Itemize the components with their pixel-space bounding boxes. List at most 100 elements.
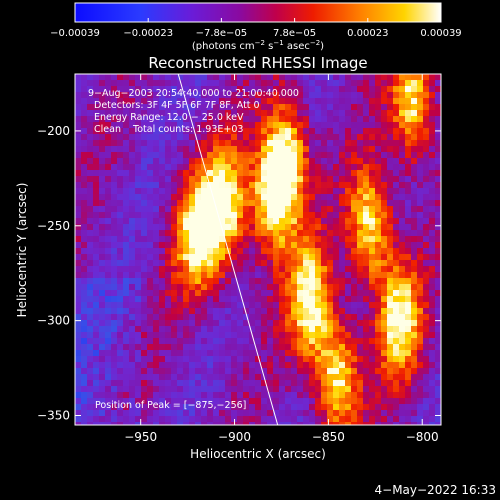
- heatmap-cell: [369, 422, 375, 425]
- heatmap-cell: [231, 386, 237, 392]
- heatmap-cell: [87, 398, 93, 404]
- heatmap-cell: [375, 404, 381, 410]
- heatmap-cell: [387, 374, 393, 380]
- heatmap-cell: [183, 80, 189, 86]
- heatmap-cell: [141, 86, 147, 92]
- heatmap-cell: [231, 242, 237, 248]
- heatmap-cell: [225, 392, 231, 398]
- heatmap-cell: [423, 398, 429, 404]
- heatmap-cell: [321, 374, 327, 380]
- heatmap-cell: [333, 182, 339, 188]
- heatmap-cell: [393, 170, 399, 176]
- heatmap-cell: [135, 194, 141, 200]
- heatmap-cell: [225, 74, 231, 80]
- heatmap-cell: [207, 356, 213, 362]
- heatmap-cell: [309, 296, 315, 302]
- heatmap-cell: [357, 80, 363, 86]
- heatmap-cell: [321, 86, 327, 92]
- heatmap-cell: [375, 212, 381, 218]
- heatmap-cell: [237, 146, 243, 152]
- heatmap-cell: [279, 296, 285, 302]
- heatmap-cell: [381, 308, 387, 314]
- heatmap-cell: [177, 356, 183, 362]
- heatmap-cell: [129, 134, 135, 140]
- heatmap-cell: [381, 152, 387, 158]
- heatmap-cell: [273, 86, 279, 92]
- heatmap-cell: [201, 110, 207, 116]
- heatmap-cell: [309, 290, 315, 296]
- heatmap-cell: [147, 344, 153, 350]
- heatmap-cell: [345, 152, 351, 158]
- heatmap-cell: [195, 344, 201, 350]
- heatmap-cell: [195, 350, 201, 356]
- heatmap-cell: [273, 326, 279, 332]
- heatmap-cell: [129, 140, 135, 146]
- heatmap-cell: [387, 164, 393, 170]
- heatmap-cell: [339, 386, 345, 392]
- heatmap-cell: [123, 272, 129, 278]
- heatmap-cell: [375, 86, 381, 92]
- heatmap-cell: [345, 188, 351, 194]
- x-tick-label: −850: [312, 430, 345, 444]
- heatmap-cell: [117, 128, 123, 134]
- heatmap-cell: [423, 206, 429, 212]
- heatmap-cell: [363, 410, 369, 416]
- heatmap-cell: [375, 332, 381, 338]
- heatmap-cell: [177, 260, 183, 266]
- heatmap-cell: [117, 266, 123, 272]
- heatmap-cell: [381, 158, 387, 164]
- heatmap-cell: [327, 128, 333, 134]
- heatmap-cell: [105, 182, 111, 188]
- heatmap-cell: [363, 242, 369, 248]
- heatmap-cell: [405, 236, 411, 242]
- heatmap-cell: [297, 260, 303, 266]
- heatmap-cell: [243, 386, 249, 392]
- heatmap-cell: [213, 104, 219, 110]
- heatmap-cell: [177, 182, 183, 188]
- heatmap-cell: [141, 92, 147, 98]
- heatmap-cell: [87, 116, 93, 122]
- heatmap-cell: [153, 80, 159, 86]
- heatmap-cell: [93, 326, 99, 332]
- heatmap-cell: [375, 170, 381, 176]
- heatmap-cell: [93, 110, 99, 116]
- heatmap-cell: [105, 200, 111, 206]
- heatmap-cell: [327, 86, 333, 92]
- heatmap-cell: [399, 182, 405, 188]
- heatmap-cell: [189, 326, 195, 332]
- heatmap-cell: [363, 320, 369, 326]
- heatmap-cell: [93, 398, 99, 404]
- heatmap-cell: [183, 344, 189, 350]
- heatmap-cell: [333, 254, 339, 260]
- heatmap-cell: [123, 344, 129, 350]
- heatmap-cell: [381, 128, 387, 134]
- heatmap-cell: [351, 188, 357, 194]
- heatmap-cell: [213, 386, 219, 392]
- heatmap-cell: [297, 224, 303, 230]
- heatmap-cell: [435, 350, 441, 356]
- heatmap-cell: [303, 218, 309, 224]
- heatmap-cell: [225, 152, 231, 158]
- heatmap-cell: [393, 230, 399, 236]
- heatmap-cell: [195, 212, 201, 218]
- heatmap-cell: [303, 152, 309, 158]
- heatmap-cell: [345, 308, 351, 314]
- heatmap-cell: [279, 104, 285, 110]
- heatmap-cell: [387, 158, 393, 164]
- heatmap-cell: [177, 116, 183, 122]
- heatmap-cell: [417, 272, 423, 278]
- heatmap-cell: [285, 260, 291, 266]
- heatmap-cell: [255, 236, 261, 242]
- heatmap-cell: [231, 248, 237, 254]
- heatmap-cell: [261, 326, 267, 332]
- heatmap-cell: [171, 188, 177, 194]
- heatmap-cell: [135, 338, 141, 344]
- heatmap-cell: [219, 332, 225, 338]
- heatmap-cell: [135, 200, 141, 206]
- heatmap-cell: [243, 320, 249, 326]
- heatmap-cell: [315, 242, 321, 248]
- heatmap-cell: [117, 278, 123, 284]
- heatmap-cell: [135, 326, 141, 332]
- heatmap-cell: [411, 350, 417, 356]
- heatmap-cell: [129, 398, 135, 404]
